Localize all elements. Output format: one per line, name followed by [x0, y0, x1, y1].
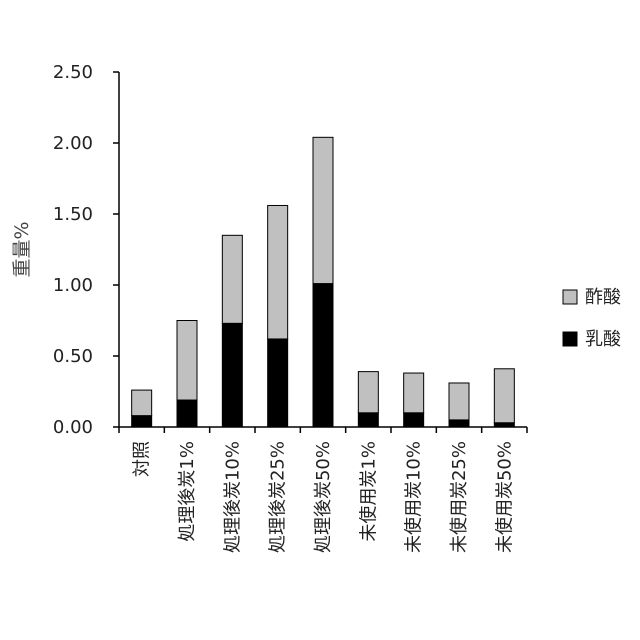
bar-segment-lactic — [222, 323, 242, 427]
x-category-label: 未使用炭10% — [404, 441, 425, 553]
bar-segment-lactic — [268, 339, 288, 427]
y-ticks-group: 0.00 0.50 1.00 1.50 2.00 2.50 — [53, 62, 119, 438]
x-category-label: 未使用炭25% — [449, 441, 470, 553]
bar-segment-acetic — [404, 373, 424, 413]
y-tick-label: 0.50 — [53, 346, 93, 367]
x-category-label: 処理後炭1% — [177, 441, 198, 542]
bar-segment-acetic — [177, 321, 197, 401]
y-tick-label: 0.00 — [53, 417, 93, 438]
bar-segment-lactic — [177, 400, 197, 427]
legend-label: 乳酸 — [585, 329, 621, 350]
bar-segment-acetic — [494, 369, 514, 423]
bar-segment-lactic — [449, 420, 469, 427]
bar-segment-lactic — [404, 413, 424, 427]
bar-segment-acetic — [222, 235, 242, 323]
bar-segment-acetic — [358, 372, 378, 413]
bars-group — [132, 137, 515, 427]
y-axis-title: 重量% — [11, 221, 33, 277]
legend-swatch — [563, 290, 577, 304]
bar-segment-acetic — [449, 383, 469, 420]
x-category-label: 処理後炭10% — [222, 441, 243, 553]
bar-segment-acetic — [313, 137, 333, 283]
y-tick-label: 1.00 — [53, 275, 93, 296]
x-category-label: 未使用炭50% — [494, 441, 515, 553]
bar-segment-acetic — [132, 390, 152, 416]
x-category-label: 処理後炭50% — [313, 441, 334, 553]
x-category-label: 対照 — [132, 441, 153, 477]
bar-segment-lactic — [313, 284, 333, 427]
y-tick-label: 1.50 — [53, 204, 93, 225]
x-labels-group: 対照 処理後炭1% 処理後炭10% 処理後炭25% 処理後炭50% 未使用炭1% 未使用炭1… — [132, 441, 516, 553]
bar-segment-acetic — [268, 205, 288, 338]
x-category-label: 未使用炭1% — [358, 441, 379, 542]
legend-swatch — [563, 332, 577, 346]
y-tick-label: 2.50 — [53, 62, 93, 83]
bar-segment-lactic — [132, 416, 152, 427]
legend: 酢酸乳酸 — [563, 287, 621, 350]
y-tick-label: 2.00 — [53, 133, 93, 154]
legend-label: 酢酸 — [585, 287, 621, 308]
x-category-label: 処理後炭25% — [268, 441, 289, 553]
bar-segment-lactic — [358, 413, 378, 427]
